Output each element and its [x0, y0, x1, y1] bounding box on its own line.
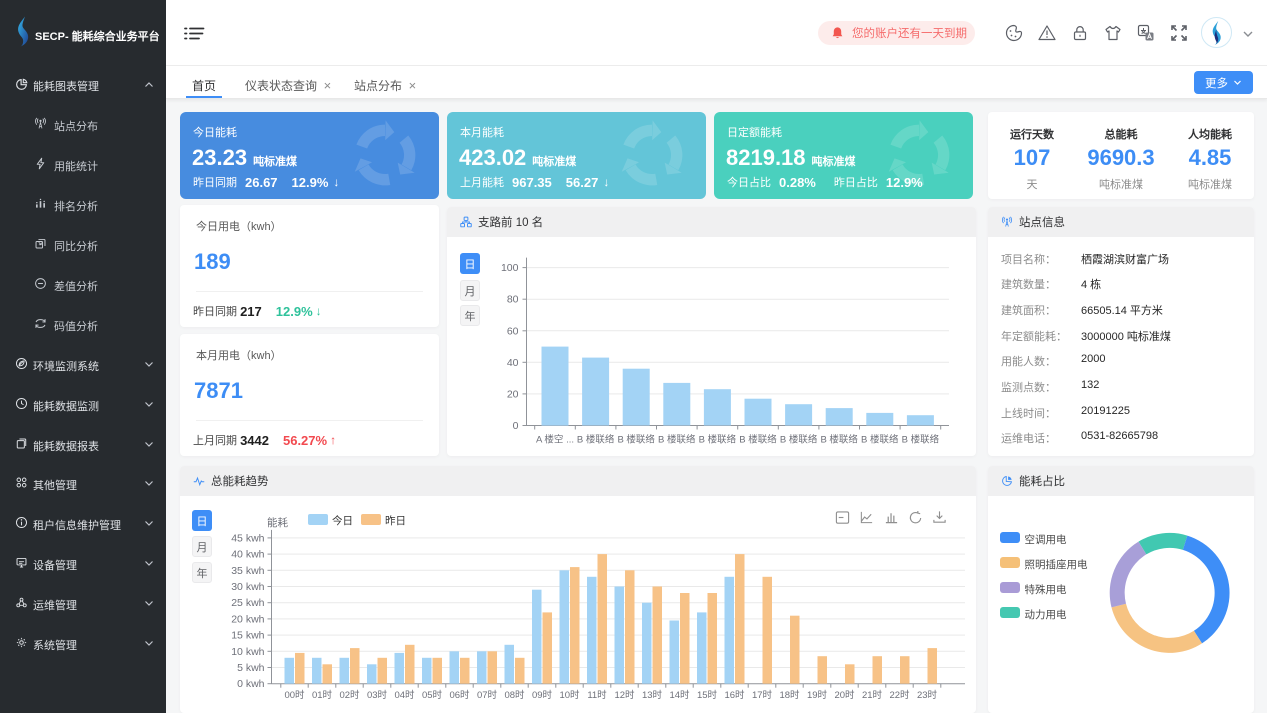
svg-text:15 kwh: 15 kwh [231, 630, 264, 642]
svg-text:06时: 06时 [449, 689, 470, 701]
svg-text:08时: 08时 [504, 689, 525, 701]
svg-text:23时: 23时 [917, 689, 938, 701]
svg-text:17时: 17时 [752, 689, 773, 701]
svg-text:B 楼联络: B 楼联络 [780, 434, 818, 446]
svg-text:19时: 19时 [807, 689, 828, 701]
svg-text:5 kwh: 5 kwh [237, 662, 265, 674]
svg-text:21时: 21时 [862, 689, 883, 701]
svg-text:22时: 22时 [889, 689, 910, 701]
svg-text:B 楼联络: B 楼联络 [739, 434, 777, 446]
svg-text:40: 40 [507, 357, 519, 369]
svg-text:B 楼联络: B 楼联络 [902, 434, 940, 446]
svg-text:45 kwh: 45 kwh [231, 532, 264, 544]
svg-text:01时: 01时 [312, 689, 333, 701]
svg-text:14时: 14时 [669, 689, 690, 701]
svg-text:20: 20 [507, 388, 519, 400]
svg-text:02时: 02时 [339, 689, 360, 701]
svg-text:25 kwh: 25 kwh [231, 597, 264, 609]
svg-text:80: 80 [507, 294, 519, 306]
svg-text:07时: 07时 [477, 689, 498, 701]
svg-text:16时: 16时 [724, 689, 745, 701]
svg-text:0: 0 [513, 420, 519, 432]
svg-text:30 kwh: 30 kwh [231, 581, 264, 593]
svg-text:10 kwh: 10 kwh [231, 646, 264, 658]
svg-text:B 楼联络: B 楼联络 [861, 434, 899, 446]
svg-text:40 kwh: 40 kwh [231, 549, 264, 561]
svg-text:13时: 13时 [642, 689, 663, 701]
svg-text:00时: 00时 [284, 689, 305, 701]
svg-text:0 kwh: 0 kwh [237, 678, 265, 690]
svg-text:35 kwh: 35 kwh [231, 565, 264, 577]
svg-text:20 kwh: 20 kwh [231, 613, 264, 625]
svg-text:B 楼联络: B 楼联络 [820, 434, 858, 446]
svg-text:11时: 11时 [587, 689, 607, 701]
svg-text:B 楼联络: B 楼联络 [699, 434, 737, 446]
svg-text:60: 60 [507, 325, 519, 337]
svg-text:B 楼联络: B 楼联络 [577, 434, 615, 446]
svg-text:B 楼联络: B 楼联络 [617, 434, 655, 446]
svg-text:100: 100 [501, 262, 519, 274]
svg-text:18时: 18时 [779, 689, 800, 701]
svg-text:15时: 15时 [697, 689, 718, 701]
svg-text:20时: 20时 [834, 689, 855, 701]
svg-text:A 楼空 ...: A 楼空 ... [536, 434, 574, 446]
svg-text:09时: 09时 [532, 689, 553, 701]
svg-text:B 楼联络: B 楼联络 [658, 434, 696, 446]
svg-text:10时: 10时 [559, 689, 580, 701]
svg-text:12时: 12时 [614, 689, 635, 701]
svg-text:04时: 04时 [394, 689, 415, 701]
svg-text:05时: 05时 [422, 689, 443, 701]
svg-text:03时: 03时 [367, 689, 388, 701]
